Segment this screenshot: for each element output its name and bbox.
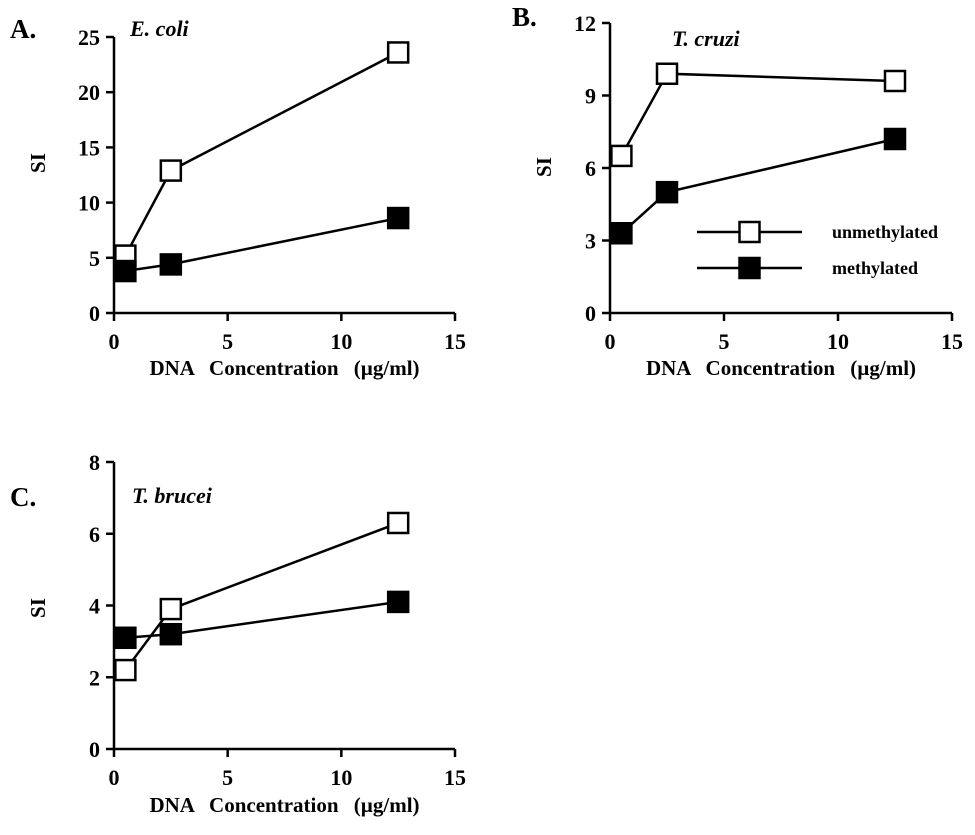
legend-label: methylated <box>832 258 918 278</box>
chart-panel-b: B. T. cruzi 0 3 6 9 12 0 5 10 15 DNA Concentration … <box>512 2 963 380</box>
y-tick-label: 4 <box>89 594 100 619</box>
data-point-methylated <box>114 626 137 650</box>
species-annotation: T. brucei <box>132 483 213 508</box>
legend-item-unmethylated: unmethylated <box>697 220 938 244</box>
x-tick-label: 0 <box>605 329 616 354</box>
y-tick-label: 15 <box>78 135 100 160</box>
y-tick-label: 0 <box>89 737 100 762</box>
data-point-methylated <box>114 259 137 283</box>
y-tick-label: 3 <box>585 229 596 254</box>
x-axis-title: DNA Concentration (µg/ml) <box>149 793 419 817</box>
data-point-methylated <box>159 253 183 276</box>
x-tick-label: 0 <box>109 765 120 790</box>
data-point-methylated <box>610 222 633 245</box>
data-point-methylated <box>883 127 907 151</box>
y-tick-label: 0 <box>585 301 596 326</box>
data-point-unmethylated <box>883 69 907 93</box>
data-point-unmethylated <box>655 62 679 85</box>
data-point-methylated <box>386 590 410 614</box>
y-tick-label: 6 <box>89 522 100 547</box>
data-point-unmethylated <box>159 597 183 621</box>
y-tick-label: 25 <box>78 25 100 50</box>
x-tick-label: 15 <box>444 765 466 790</box>
panel-letter: C. <box>10 482 36 512</box>
data-point-unmethylated <box>610 144 633 168</box>
x-axis-title: DNA Concentration (µg/ml) <box>646 356 916 380</box>
species-annotation: E. coli <box>129 16 190 41</box>
y-tick-label: 6 <box>585 156 596 181</box>
y-axis-title: SI <box>26 598 50 618</box>
data-point-methylated <box>386 206 410 230</box>
panel-letter: A. <box>10 14 36 44</box>
data-point-unmethylated <box>386 511 410 535</box>
x-tick-label: 5 <box>222 329 233 354</box>
data-point-unmethylated <box>386 41 410 64</box>
legend-marker <box>738 220 761 244</box>
x-tick-label: 10 <box>330 765 352 790</box>
chart-panel-a: A. E. coli 0 5 10 15 20 25 0 5 10 15 DNA Concentrati… <box>10 14 466 380</box>
x-tick-label: 15 <box>444 329 466 354</box>
y-tick-label: 20 <box>78 80 100 105</box>
x-tick-label: 5 <box>719 329 730 354</box>
y-tick-label: 2 <box>89 665 100 690</box>
series-line-unmethylated <box>124 521 399 671</box>
y-tick-label: 12 <box>574 11 596 36</box>
y-tick-label: 8 <box>89 450 100 475</box>
species-annotation: T. cruzi <box>672 26 741 51</box>
x-tick-label: 10 <box>330 329 352 354</box>
x-tick-label: 10 <box>827 329 849 354</box>
y-axis-title: SI <box>532 157 556 177</box>
x-tick-label: 0 <box>109 329 120 354</box>
legend-label: unmethylated <box>832 222 938 242</box>
series-line-unmethylated <box>124 51 399 257</box>
series-line-unmethylated <box>620 72 896 157</box>
legend-item-methylated: methylated <box>697 256 918 280</box>
data-point-unmethylated <box>159 159 183 182</box>
x-tick-label: 5 <box>222 765 233 790</box>
data-point-unmethylated <box>114 658 137 682</box>
panel-letter: B. <box>512 2 537 32</box>
x-tick-label: 15 <box>941 329 963 354</box>
y-tick-label: 9 <box>585 84 596 109</box>
data-point-methylated <box>159 622 183 646</box>
y-tick-label: 10 <box>78 191 100 216</box>
legend: unmethylated methylated <box>697 220 938 280</box>
data-point-methylated <box>655 180 679 204</box>
y-tick-label: 5 <box>89 246 100 271</box>
x-axis-title: DNA Concentration (µg/ml) <box>149 356 419 380</box>
y-tick-label: 0 <box>89 301 100 326</box>
y-axis-title: SI <box>26 153 50 173</box>
legend-marker <box>738 256 761 280</box>
chart-panel-c: C. T. brucei 0 2 4 6 8 0 5 10 15 DNA Concentration … <box>10 450 466 817</box>
